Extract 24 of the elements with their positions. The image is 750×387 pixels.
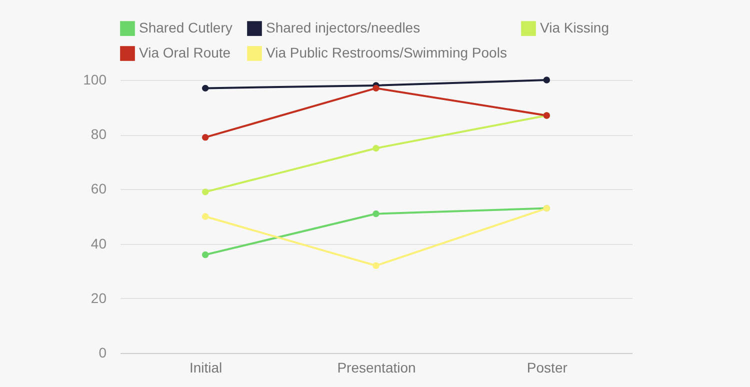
point — [202, 188, 209, 196]
point — [202, 134, 209, 141]
point — [543, 76, 550, 84]
y-tick-label: 80 — [90, 126, 107, 142]
legend-label: Shared Cutlery — [139, 20, 232, 36]
x-tick-label: Presentation — [337, 360, 416, 376]
y-tick-label: 40 — [90, 235, 107, 252]
legend-label: Shared injectors/needles — [266, 20, 420, 36]
point — [372, 210, 380, 218]
y-tick-label: 100 — [83, 72, 107, 88]
point — [372, 144, 380, 152]
point — [202, 84, 209, 92]
x-tick-label: Poster — [526, 360, 568, 376]
legend-label: Via Kissing — [540, 20, 610, 36]
legend-label: Via Public Restrooms/Swimming Pools — [266, 44, 507, 60]
y-tick-label: 0 — [98, 344, 107, 360]
point — [202, 213, 209, 220]
x-tick-label: Initial — [189, 360, 222, 376]
y-tick-label: 20 — [90, 290, 107, 306]
y-tick-label: 60 — [90, 180, 107, 197]
point — [372, 84, 380, 92]
legend-label: Via Oral Route — [139, 44, 231, 60]
point — [202, 251, 209, 258]
point — [372, 262, 380, 269]
